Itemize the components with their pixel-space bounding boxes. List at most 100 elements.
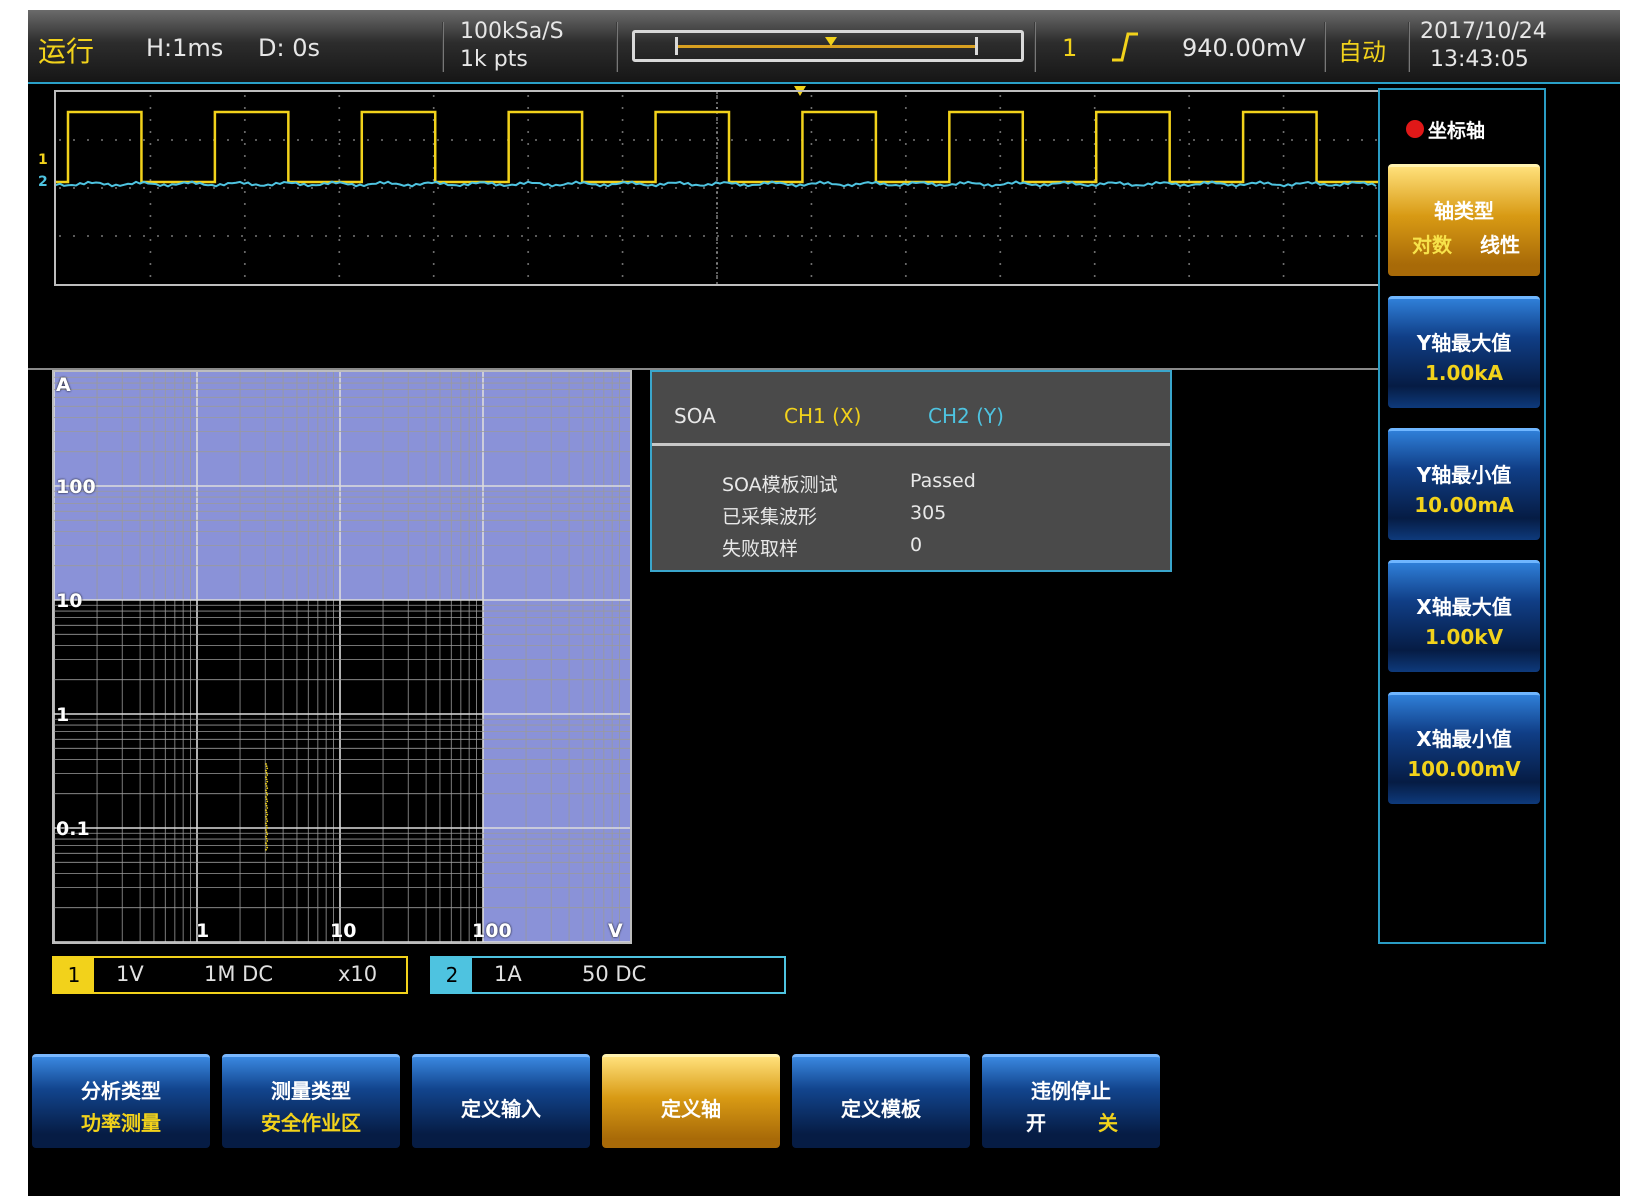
- x-min-label: X轴最小值: [1416, 727, 1512, 751]
- soa-sample-point: [266, 780, 269, 783]
- y-min-value: 10.00mA: [1414, 493, 1514, 517]
- separator: [1408, 22, 1410, 72]
- y-max-label: Y轴最大值: [1416, 331, 1512, 355]
- x-tick-1: 1: [196, 920, 210, 942]
- analysis-type-label: 分析类型: [81, 1079, 161, 1103]
- ch2-scale: 1A: [494, 962, 522, 986]
- rising-edge-icon[interactable]: [1110, 30, 1140, 68]
- x-max-value: 1.00kV: [1424, 625, 1504, 649]
- ch2-trace: [56, 180, 1377, 188]
- x-min-button[interactable]: X轴最小值 100.00mV: [1388, 692, 1540, 804]
- ch1-level-marker[interactable]: 1: [38, 152, 48, 168]
- soa-title: SOA: [674, 404, 716, 428]
- trigger-level[interactable]: 940.00mV: [1182, 34, 1306, 62]
- axis-type-label: 轴类型: [1434, 199, 1494, 223]
- y-max-value: 1.00kA: [1424, 361, 1504, 385]
- delay-readout[interactable]: D: 0s: [258, 34, 320, 62]
- soa-sample-point: [266, 787, 269, 790]
- waveform-display[interactable]: [54, 90, 1380, 286]
- define-axis-button[interactable]: 定义轴: [602, 1054, 780, 1148]
- separator: [616, 22, 618, 72]
- soa-sample-point: [266, 840, 269, 842]
- soa-sample-point: [265, 771, 268, 774]
- x-max-label: X轴最大值: [1416, 595, 1512, 619]
- define-template-label: 定义模板: [841, 1097, 921, 1121]
- soa-sample-point: [265, 837, 268, 840]
- soa-sample-point: [266, 807, 269, 809]
- ch2-level-marker[interactable]: 2: [38, 174, 48, 190]
- failed-samples-label: 失败取样: [722, 538, 799, 560]
- soa-sample-point: [266, 826, 269, 829]
- violation-stop-button[interactable]: 违例停止 开 关: [982, 1054, 1160, 1148]
- sample-rate: 100kSa/S: [460, 19, 564, 44]
- run-state[interactable]: 运行: [38, 35, 95, 68]
- soa-sample-point: [266, 793, 269, 796]
- horizontal-scale[interactable]: H:1ms: [146, 34, 224, 62]
- soa-template-test-label: SOA模板测试: [722, 474, 838, 496]
- x-tick-100: 100: [472, 920, 512, 942]
- soa-sample-point: [266, 833, 269, 836]
- axis-menu-title: 坐标轴: [1428, 120, 1486, 142]
- soa-sample-point: [265, 791, 268, 794]
- soa-sample-point: [265, 848, 267, 851]
- soa-sample-point: [265, 789, 267, 792]
- define-input-button[interactable]: 定义输入: [412, 1054, 590, 1148]
- soa-sample-point: [265, 763, 267, 765]
- soa-sample-point: [265, 782, 267, 785]
- violation-stop-on: 开: [1026, 1111, 1046, 1135]
- analysis-type-button[interactable]: 分析类型 功率测量: [32, 1054, 210, 1148]
- ch1-coupling: 1M DC: [204, 962, 273, 986]
- y-tick-100: 100: [56, 476, 96, 498]
- soa-sample-point: [265, 798, 268, 801]
- define-axis-label: 定义轴: [661, 1097, 721, 1121]
- y-min-button[interactable]: Y轴最小值 10.00mA: [1388, 428, 1540, 540]
- soa-ch2-label: CH2 (Y): [928, 404, 1004, 428]
- soa-grid: [54, 372, 630, 942]
- ch1-info-box[interactable]: 1 1V 1M DC x10: [52, 956, 408, 994]
- y-tick-10: 10: [56, 590, 83, 612]
- axis-menu: 坐标轴 轴类型 对数 线性 Y轴最大值 1.00kA Y轴最小值 10.00mA…: [1378, 88, 1546, 944]
- memory-window-line: [675, 45, 975, 48]
- soa-plot[interactable]: A 100 10 1 0.1 1 10 100 V: [52, 370, 632, 944]
- y-min-label: Y轴最小值: [1416, 463, 1512, 487]
- soa-sample-point: [265, 769, 267, 772]
- soa-result-panel: SOA CH1 (X) CH2 (Y) SOA模板测试 Passed 已采集波形…: [650, 370, 1172, 572]
- soa-sample-point: [265, 831, 268, 834]
- trigger-source[interactable]: 1: [1062, 34, 1078, 62]
- date-readout: 2017/10/24: [1420, 19, 1547, 44]
- ch2-info-box[interactable]: 2 1A 50 DC: [430, 956, 786, 994]
- trigger-position-marker: [825, 37, 837, 46]
- y-unit-label: A: [56, 374, 71, 396]
- axis-type-button[interactable]: 轴类型 对数 线性: [1388, 164, 1540, 276]
- soa-sample-point: [266, 813, 269, 816]
- axis-type-log: 对数: [1412, 233, 1452, 257]
- measure-type-value: 安全作业区: [261, 1111, 361, 1135]
- y-max-button[interactable]: Y轴最大值 1.00kA: [1388, 296, 1540, 408]
- soa-sample-point: [265, 765, 268, 768]
- soa-sample-point: [265, 778, 268, 781]
- violation-stop-off: 关: [1098, 1111, 1118, 1135]
- measure-type-label: 测量类型: [271, 1079, 351, 1103]
- soa-sample-point: [265, 809, 267, 812]
- soa-sample-point: [265, 818, 268, 820]
- soa-sample-point: [265, 815, 267, 818]
- soa-sample-point: [266, 774, 269, 776]
- x-tick-10: 10: [330, 920, 357, 942]
- soa-sample-point: [265, 835, 267, 838]
- trigger-mode[interactable]: 自动: [1338, 38, 1386, 66]
- soa-safe-area: [54, 600, 483, 942]
- separator: [1034, 22, 1036, 72]
- soa-sample-point: [265, 822, 267, 825]
- oscilloscope-screen: 运行 H:1ms D: 0s 100kSa/S 1k pts 1 940.00m…: [28, 10, 1620, 1196]
- define-template-button[interactable]: 定义模板: [792, 1054, 970, 1148]
- memory-position-bar[interactable]: [632, 30, 1024, 62]
- x-min-value: 100.00mV: [1407, 757, 1521, 781]
- ch2-number: 2: [432, 958, 472, 992]
- pane-divider: [28, 368, 1380, 370]
- status-bar: 运行 H:1ms D: 0s 100kSa/S 1k pts 1 940.00m…: [28, 10, 1620, 84]
- measure-type-button[interactable]: 测量类型 安全作业区: [222, 1054, 400, 1148]
- soa-sample-point: [265, 802, 267, 805]
- x-max-button[interactable]: X轴最大值 1.00kV: [1388, 560, 1540, 672]
- x-unit-label: V: [608, 920, 623, 942]
- define-input-label: 定义输入: [461, 1097, 541, 1121]
